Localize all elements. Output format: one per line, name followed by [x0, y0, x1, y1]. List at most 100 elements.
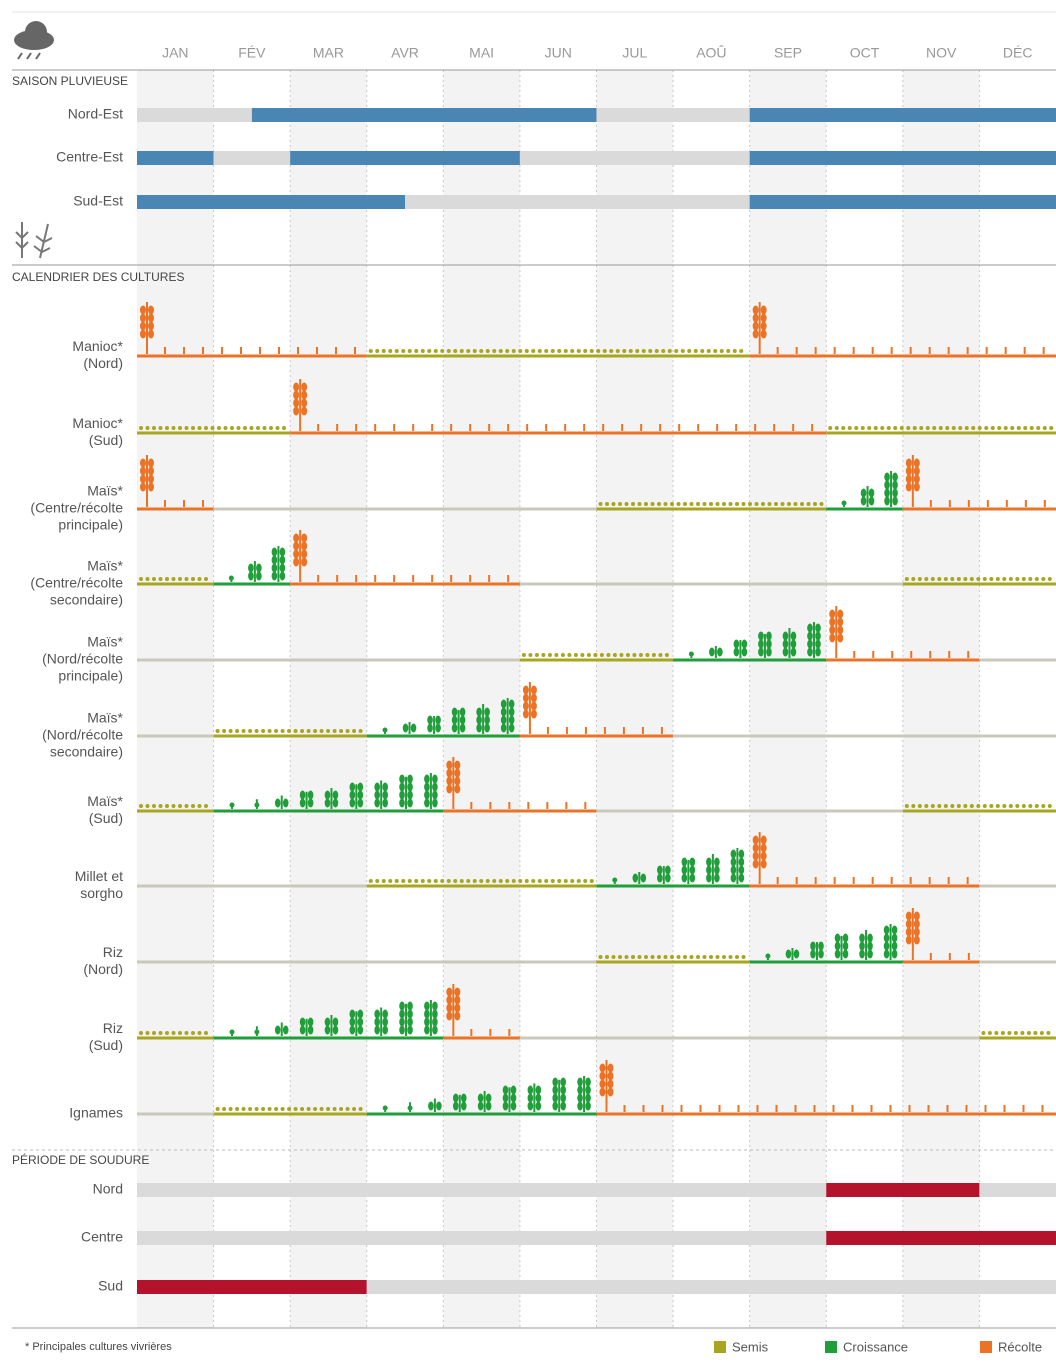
seed-dot	[1021, 577, 1026, 581]
section-title: PÉRIODE DE SOUDURE	[12, 1152, 149, 1167]
seed-dot	[485, 349, 490, 353]
legend-label: Semis	[732, 1339, 769, 1354]
grain	[607, 1071, 614, 1081]
leaf	[399, 1017, 405, 1027]
seed-dot	[414, 349, 419, 353]
grain	[454, 776, 461, 786]
growth-icon	[502, 1085, 517, 1112]
leaf	[884, 488, 890, 498]
seed-dot	[904, 577, 909, 581]
growth-icon	[733, 639, 748, 658]
row-label: Centre-Est	[56, 149, 123, 165]
seed-dot	[1002, 804, 1007, 808]
seed-dot	[215, 729, 220, 733]
growth-icon	[274, 1022, 289, 1036]
leaf	[585, 1101, 591, 1111]
seed-dot	[657, 955, 661, 959]
seed-dot	[917, 804, 922, 808]
growth-icon	[476, 704, 490, 734]
row-label: Maïs*	[87, 483, 123, 499]
growth-icon	[730, 848, 745, 884]
seed-dot	[204, 577, 208, 581]
harvest-icon	[140, 302, 154, 354]
seed-dot	[987, 1031, 992, 1035]
grain	[752, 835, 759, 845]
seed-dot	[282, 426, 286, 430]
leaf	[527, 1085, 534, 1095]
seed-dot	[732, 349, 737, 353]
seed-dot	[932, 426, 937, 430]
leaf	[349, 1009, 356, 1019]
segment	[137, 658, 520, 662]
leaf	[585, 1077, 591, 1087]
leaf	[738, 849, 745, 859]
seed-dot	[178, 426, 182, 430]
seed-dot	[683, 955, 687, 959]
row-label: sorgho	[80, 885, 123, 901]
grain	[760, 859, 767, 869]
seed-dot	[1041, 577, 1046, 581]
seed-dot	[184, 804, 189, 808]
seed-dot	[254, 729, 259, 733]
harvest-icon	[140, 455, 154, 507]
segment	[596, 809, 903, 813]
grain	[905, 482, 912, 492]
leaf	[332, 790, 339, 800]
seed-dot	[524, 879, 529, 883]
seed-dot	[969, 804, 974, 808]
leaf	[681, 873, 688, 883]
grain	[293, 398, 300, 408]
seed-dot	[657, 502, 661, 506]
leaf	[883, 941, 890, 951]
seed-dot	[925, 426, 930, 430]
seed-dot	[700, 349, 705, 353]
seed-dot	[414, 879, 419, 883]
seed-dot	[945, 426, 950, 430]
grain	[522, 693, 529, 703]
seed-dot	[158, 1031, 163, 1035]
seed-dot	[1013, 1031, 1018, 1035]
leaf	[785, 949, 792, 959]
leaf	[279, 547, 286, 557]
seed-dot	[847, 426, 852, 430]
leaf	[299, 1017, 306, 1027]
seed-dot	[511, 349, 516, 353]
seed-dot	[580, 653, 585, 657]
seed-dot	[498, 879, 503, 883]
seed-dot	[326, 729, 331, 733]
seed-dot	[544, 879, 549, 883]
leaf	[407, 774, 413, 784]
leaf	[892, 472, 898, 482]
leaf	[271, 563, 278, 573]
leaf	[892, 488, 898, 498]
seed-dot	[628, 349, 633, 353]
leaf	[552, 1085, 559, 1095]
leaf	[884, 496, 890, 506]
seed-dot	[1039, 1031, 1044, 1035]
month-shade	[137, 70, 214, 1328]
growth-icon	[834, 933, 849, 960]
segment	[137, 1036, 214, 1040]
seed-dot	[937, 804, 942, 808]
row-label: Millet et	[75, 868, 123, 884]
segment	[749, 151, 1056, 165]
leaf	[248, 571, 254, 581]
segment	[137, 1280, 367, 1294]
seed-dot	[1015, 577, 1020, 581]
leaf	[552, 1093, 559, 1103]
grain	[913, 919, 920, 929]
leaf	[891, 949, 898, 959]
leaf	[357, 1025, 364, 1035]
seed-dot	[339, 729, 344, 733]
grain	[301, 541, 308, 551]
leaf	[689, 857, 696, 867]
seed-dot	[977, 426, 982, 430]
segment	[749, 354, 1056, 358]
grain	[913, 466, 920, 476]
leaf	[535, 1093, 542, 1103]
grain	[905, 911, 912, 921]
segment	[902, 507, 1056, 511]
grain	[905, 935, 912, 945]
leaf	[706, 865, 712, 875]
segment	[137, 354, 367, 358]
